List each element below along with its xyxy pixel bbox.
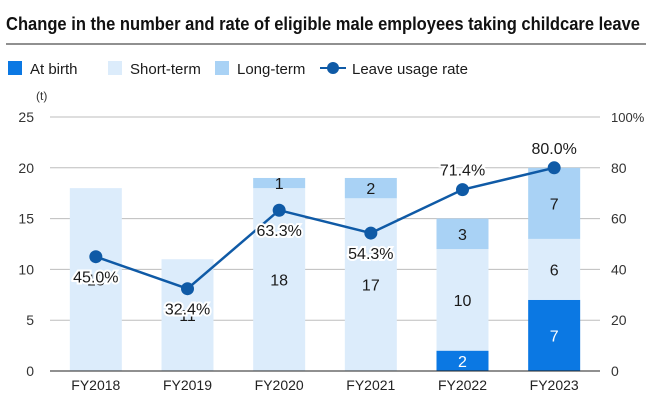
bar-label-long-term-fy2020: 1 <box>275 176 284 193</box>
bar-short-term-fy2019 <box>161 259 214 371</box>
y2-tick-40: 40 <box>611 261 627 277</box>
bar-label-short-term-fy2019: 11 <box>179 308 196 325</box>
bar-label-at-birth-fy2023: 7 <box>550 328 559 345</box>
bar-short-term-fy2020 <box>253 188 306 371</box>
y-tick-15: 15 <box>18 211 34 227</box>
y-axis-unit: (t) <box>36 89 47 103</box>
x-label-fy2021: FY2021 <box>346 377 395 393</box>
y2-tick-20: 20 <box>611 312 627 328</box>
bar-label-long-term-fy2022: 3 <box>458 227 467 244</box>
rate-label-fy2018: 45.0% <box>73 270 118 287</box>
bar-label-short-term-fy2022: 10 <box>454 293 472 310</box>
bar-long-term-fy2020 <box>253 177 306 189</box>
bar-label-short-term-fy2020: 18 <box>270 273 288 290</box>
rate-label-fy2020: 63.3% <box>256 223 301 240</box>
bar-label-short-term-fy2021: 17 <box>362 278 380 295</box>
y2-tick-0: 0 <box>611 363 619 379</box>
bar-short-term-fy2023 <box>528 238 581 300</box>
y-tick-0: 0 <box>26 363 34 379</box>
bar-label-long-term-fy2023: 7 <box>550 196 559 213</box>
rate-point-fy2019 <box>181 282 194 296</box>
legend-swatch-at-birth <box>8 61 22 75</box>
rate-point-fy2022 <box>456 183 469 197</box>
legend-label-long-term: Long-term <box>237 61 305 78</box>
x-label-fy2020: FY2020 <box>255 377 304 393</box>
bar-label-short-term-fy2023: 6 <box>550 262 559 279</box>
y-tick-10: 10 <box>18 261 34 277</box>
bar-long-term-fy2021 <box>344 177 397 199</box>
rate-label-fy2023: 80.0% <box>531 141 576 158</box>
bar-long-term-fy2023 <box>528 167 581 239</box>
bar-short-term-fy2018 <box>69 188 122 371</box>
legend-swatch-short-term <box>108 61 122 75</box>
y2-tick-80: 80 <box>611 160 627 176</box>
rate-label-fy2019: 32.4% <box>165 302 210 319</box>
rate-line: 45.0% 32.4% 63.3% 54.3% 71.4% 80.0% <box>71 139 579 321</box>
legend-label-short-term: Short-term <box>130 61 201 78</box>
y-tick-20: 20 <box>18 160 34 176</box>
x-axis-labels: FY2018 FY2019 FY2020 FY2021 FY2022 FY2023 <box>71 377 579 393</box>
legend: At birth Short-term Long-term Leave usag… <box>8 61 468 78</box>
legend-marker-rate <box>327 62 339 74</box>
y-tick-25: 25 <box>18 109 34 125</box>
rate-point-fy2020 <box>272 203 286 217</box>
y-tick-5: 5 <box>26 312 34 328</box>
x-label-fy2022: FY2022 <box>438 377 487 393</box>
rate-point-fy2023 <box>547 161 561 175</box>
bar-long-term-fy2022 <box>436 218 489 250</box>
x-label-fy2019: FY2019 <box>163 377 212 393</box>
legend-swatch-long-term <box>215 61 229 75</box>
gridlines <box>50 116 600 321</box>
x-label-fy2018: FY2018 <box>71 377 120 393</box>
rate-label-fy2021: 54.3% <box>348 246 393 263</box>
bar-at-birth-fy2022 <box>436 350 489 371</box>
y-axis-ticks: 0 5 10 15 20 25 <box>18 109 34 379</box>
bar-at-birth-fy2023 <box>528 299 581 371</box>
y2-axis-unit: 100% <box>611 110 645 125</box>
rate-point-fy2021 <box>364 226 378 240</box>
bar-label-at-birth-fy2022: 2 <box>458 354 467 371</box>
bar-label-long-term-fy2021: 2 <box>366 181 375 198</box>
rate-point-fy2018 <box>89 250 103 264</box>
bar-short-term-fy2022 <box>436 249 489 351</box>
legend-label-rate: Leave usage rate <box>352 61 468 78</box>
rate-label-fy2022: 71.4% <box>440 163 485 180</box>
y2-tick-60: 60 <box>611 211 627 227</box>
bar-label-short-term-fy2018: 18 <box>87 273 105 290</box>
x-label-fy2023: FY2023 <box>530 377 579 393</box>
chart-title: Change in the number and rate of eligibl… <box>6 14 640 34</box>
legend-label-at-birth: At birth <box>30 61 78 78</box>
rate-polyline <box>95 166 555 291</box>
y2-axis-ticks: 0 20 40 60 80 100% <box>611 110 645 379</box>
